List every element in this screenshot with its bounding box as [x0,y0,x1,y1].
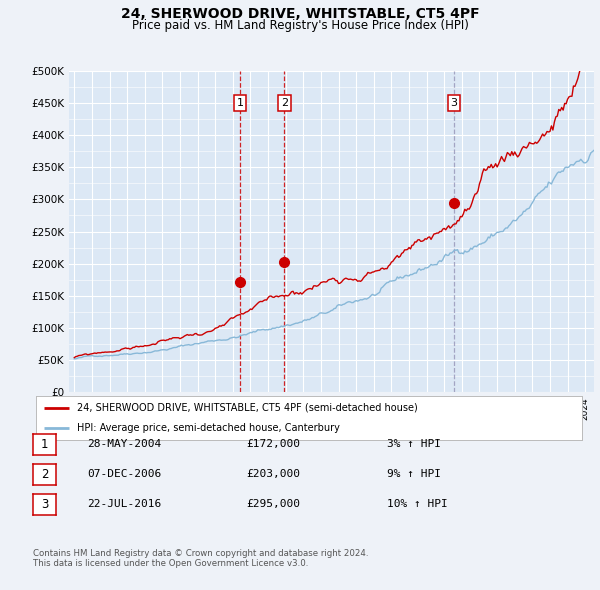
Text: £172,000: £172,000 [246,440,300,449]
Text: Price paid vs. HM Land Registry's House Price Index (HPI): Price paid vs. HM Land Registry's House … [131,19,469,32]
Text: 10% ↑ HPI: 10% ↑ HPI [387,500,448,509]
Text: 07-DEC-2006: 07-DEC-2006 [87,470,161,479]
Text: Contains HM Land Registry data © Crown copyright and database right 2024.: Contains HM Land Registry data © Crown c… [33,549,368,558]
Text: 1: 1 [236,98,244,108]
Text: 3: 3 [41,498,48,511]
Text: 1: 1 [41,438,48,451]
Text: 28-MAY-2004: 28-MAY-2004 [87,440,161,449]
Text: HPI: Average price, semi-detached house, Canterbury: HPI: Average price, semi-detached house,… [77,424,340,433]
Text: This data is licensed under the Open Government Licence v3.0.: This data is licensed under the Open Gov… [33,559,308,568]
Text: 2: 2 [41,468,48,481]
Text: £203,000: £203,000 [246,470,300,479]
Text: 22-JUL-2016: 22-JUL-2016 [87,500,161,509]
Text: £295,000: £295,000 [246,500,300,509]
Text: 3% ↑ HPI: 3% ↑ HPI [387,440,441,449]
Text: 3: 3 [451,98,457,108]
Text: 24, SHERWOOD DRIVE, WHITSTABLE, CT5 4PF: 24, SHERWOOD DRIVE, WHITSTABLE, CT5 4PF [121,7,479,21]
Text: 9% ↑ HPI: 9% ↑ HPI [387,470,441,479]
Text: 24, SHERWOOD DRIVE, WHITSTABLE, CT5 4PF (semi-detached house): 24, SHERWOOD DRIVE, WHITSTABLE, CT5 4PF … [77,403,418,412]
Text: 2: 2 [281,98,288,108]
